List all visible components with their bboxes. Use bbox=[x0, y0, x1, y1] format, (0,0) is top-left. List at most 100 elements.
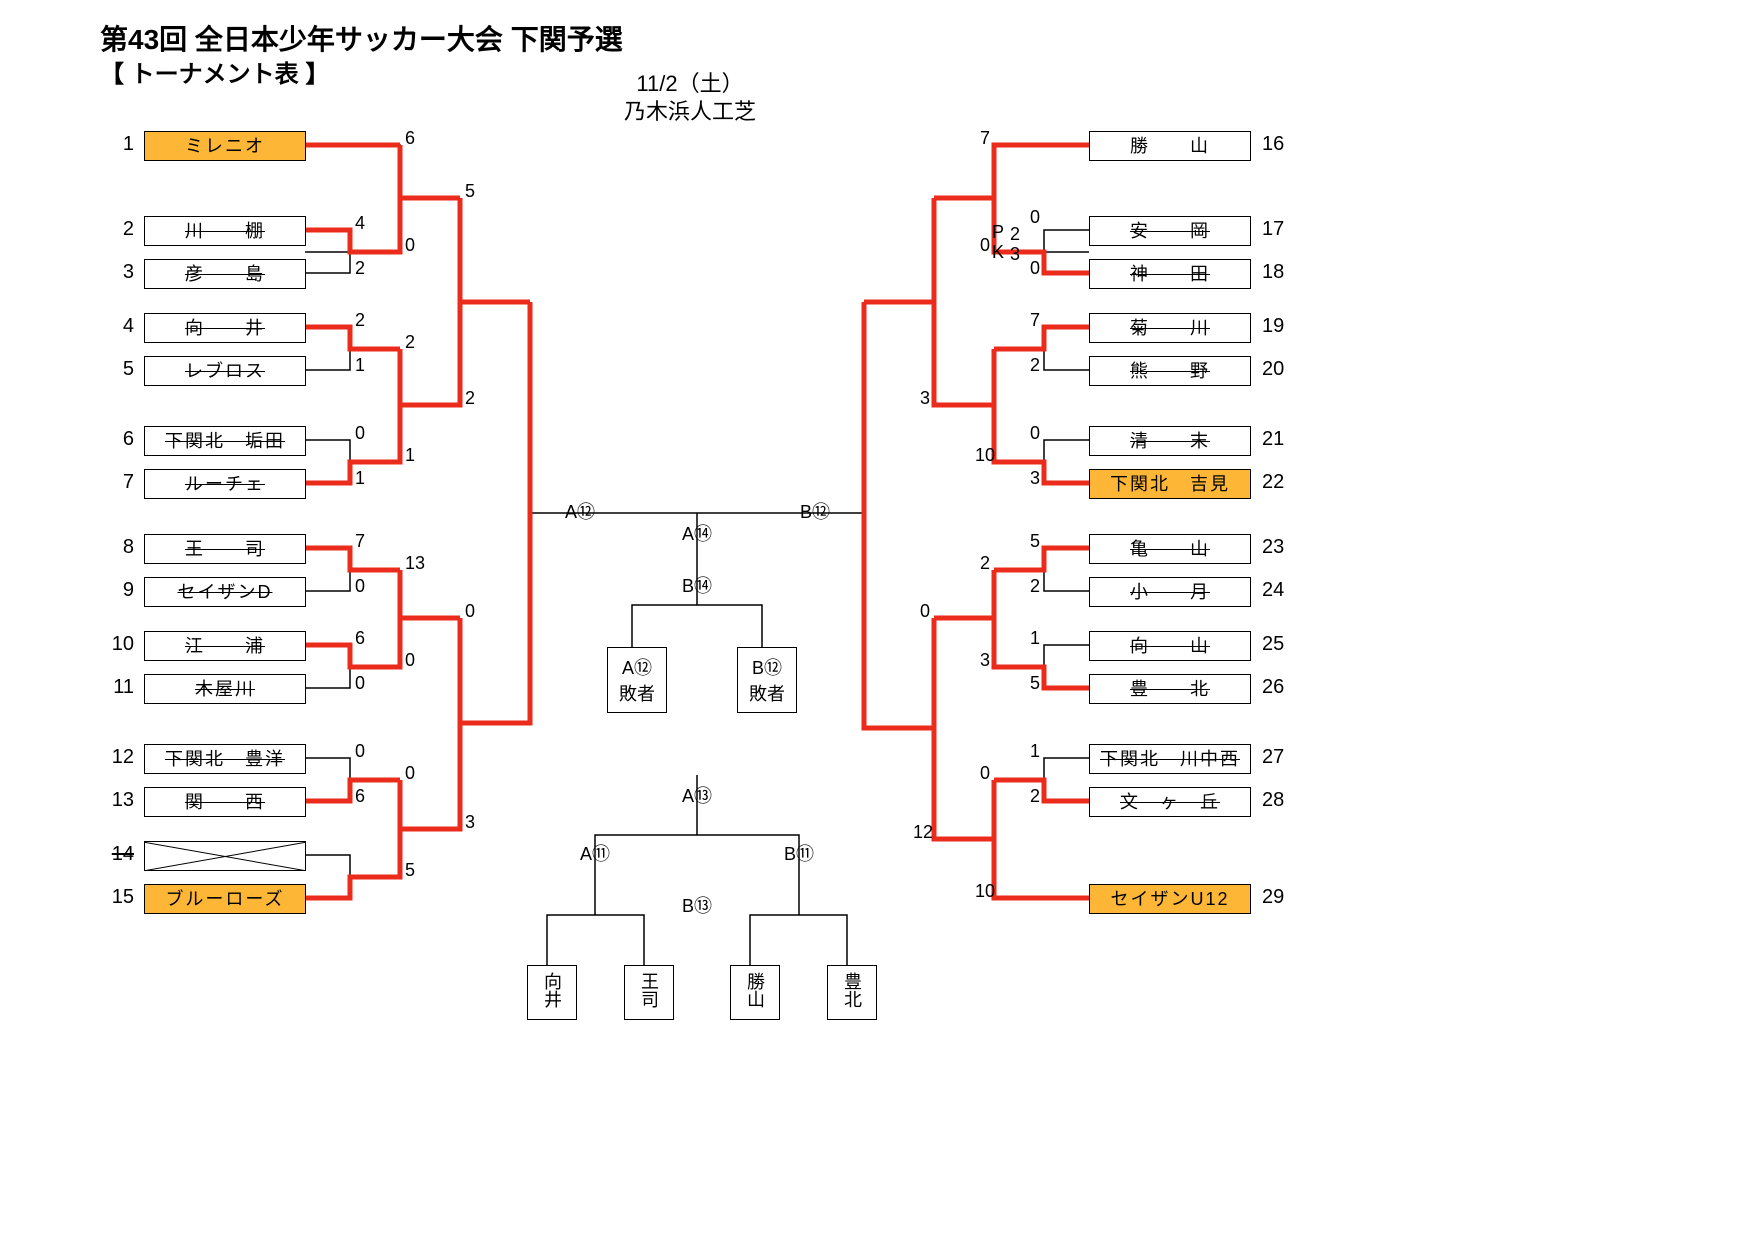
seed-right: 27 bbox=[1262, 746, 1296, 769]
s: 1 bbox=[1030, 628, 1040, 649]
s: 0 bbox=[980, 763, 990, 784]
seed-left: 5 bbox=[100, 358, 134, 381]
s: 4 bbox=[355, 213, 365, 234]
s: 5 bbox=[465, 181, 475, 202]
team-box: 安 岡 bbox=[1089, 216, 1251, 246]
s: 6 bbox=[405, 128, 415, 149]
team-box: レブロス bbox=[144, 356, 306, 386]
s: 0 bbox=[1030, 207, 1040, 228]
l: 勝山 bbox=[742, 972, 768, 1008]
s: 5 bbox=[1030, 673, 1040, 694]
s: 0 bbox=[355, 576, 365, 597]
s: 3 bbox=[1030, 468, 1040, 489]
seed-right: 25 bbox=[1262, 633, 1296, 656]
s: 0 bbox=[1030, 423, 1040, 444]
seed-left: 3 bbox=[100, 261, 134, 284]
team-box: 熊 野 bbox=[1089, 356, 1251, 386]
seed-right: 16 bbox=[1262, 133, 1296, 156]
s: 0 bbox=[465, 601, 475, 622]
page-title: 第43回 全日本少年サッカー大会 下関予選 bbox=[100, 18, 623, 58]
team-box: 清 末 bbox=[1089, 426, 1251, 456]
seed-left: 13 bbox=[100, 789, 134, 812]
cons-seed-4: 豊北 bbox=[827, 965, 877, 1020]
s: 0 bbox=[920, 601, 930, 622]
seed-right: 26 bbox=[1262, 676, 1296, 699]
s: 2 bbox=[980, 553, 990, 574]
header-venue: 乃木浜人工芝 bbox=[600, 94, 780, 126]
final-A: A⑫ bbox=[555, 498, 605, 524]
s: 3 bbox=[465, 812, 475, 833]
cons-top: A⑬ bbox=[672, 782, 722, 808]
seed-left: 8 bbox=[100, 536, 134, 559]
seed-right: 28 bbox=[1262, 789, 1296, 812]
s: 1 bbox=[355, 355, 365, 376]
s: 0 bbox=[355, 673, 365, 694]
cons-seed-2: 王司 bbox=[624, 965, 674, 1020]
s: 0 bbox=[980, 235, 990, 256]
team-box: 江 浦 bbox=[144, 631, 306, 661]
seed-right: 18 bbox=[1262, 261, 1296, 284]
s: 3 bbox=[1010, 244, 1020, 265]
l: 豊北 bbox=[839, 972, 865, 1008]
seed-right: 29 bbox=[1262, 886, 1296, 909]
loser-A-box: A⑫ 敗者 bbox=[607, 647, 667, 713]
s: 2 bbox=[355, 258, 365, 279]
team-box: ブルーローズ bbox=[144, 884, 306, 914]
pk-note: P K bbox=[992, 222, 1004, 262]
cons-seed-3: 勝山 bbox=[730, 965, 780, 1020]
cons-A: A⑪ bbox=[570, 840, 620, 866]
seed-left: 7 bbox=[100, 471, 134, 494]
team-box: 神 田 bbox=[1089, 259, 1251, 289]
s: 0 bbox=[405, 235, 415, 256]
s: 10 bbox=[975, 881, 995, 902]
cons-B: B⑪ bbox=[774, 840, 824, 866]
s: 3 bbox=[980, 650, 990, 671]
seed-right: 23 bbox=[1262, 536, 1296, 559]
seed-left: 10 bbox=[100, 633, 134, 656]
team-box: セイザンD bbox=[144, 577, 306, 607]
l: 向井 bbox=[539, 972, 565, 1008]
s: 5 bbox=[405, 860, 415, 881]
team-box: 下関北 川中西 bbox=[1089, 744, 1251, 774]
team-box: 亀 山 bbox=[1089, 534, 1251, 564]
semi-bot: B⑭ bbox=[672, 572, 722, 598]
s: 2 bbox=[1030, 355, 1040, 376]
s: 2 bbox=[1010, 224, 1020, 245]
s: 1 bbox=[1030, 741, 1040, 762]
team-box: 豊 北 bbox=[1089, 674, 1251, 704]
team-box: セイザンU12 bbox=[1089, 884, 1251, 914]
s: 7 bbox=[355, 531, 365, 552]
team-box: 勝 山 bbox=[1089, 131, 1251, 161]
seed-left: 1 bbox=[100, 133, 134, 156]
s: 12 bbox=[913, 822, 933, 843]
team-box: 木屋川 bbox=[144, 674, 306, 704]
s: 2 bbox=[465, 388, 475, 409]
loser-A-label: A⑫ 敗者 bbox=[612, 654, 662, 706]
team-box: 小 月 bbox=[1089, 577, 1251, 607]
team-box bbox=[144, 841, 306, 871]
s: 0 bbox=[1030, 258, 1040, 279]
seed-left: 11 bbox=[100, 676, 134, 699]
seed-right: 24 bbox=[1262, 579, 1296, 602]
loser-B-box: B⑫ 敗者 bbox=[737, 647, 797, 713]
seed-left: 4 bbox=[100, 315, 134, 338]
s: 0 bbox=[405, 650, 415, 671]
l: 王司 bbox=[636, 972, 662, 1008]
team-box: ミレニオ bbox=[144, 131, 306, 161]
team-box: 文 ヶ 丘 bbox=[1089, 787, 1251, 817]
s: 7 bbox=[980, 128, 990, 149]
s: 1 bbox=[405, 445, 415, 466]
cons-seed-1: 向井 bbox=[527, 965, 577, 1020]
seed-left: 15 bbox=[100, 886, 134, 909]
loser-B-label: B⑫ 敗者 bbox=[742, 654, 792, 706]
team-box: 菊 川 bbox=[1089, 313, 1251, 343]
seed-left: 9 bbox=[100, 579, 134, 602]
s: 7 bbox=[1030, 310, 1040, 331]
s: 5 bbox=[1030, 531, 1040, 552]
team-box: 川 棚 bbox=[144, 216, 306, 246]
s: 2 bbox=[1030, 576, 1040, 597]
team-box: 関 西 bbox=[144, 787, 306, 817]
team-box: 下関北 豊洋 bbox=[144, 744, 306, 774]
team-box: 王 司 bbox=[144, 534, 306, 564]
seed-right: 17 bbox=[1262, 218, 1296, 241]
